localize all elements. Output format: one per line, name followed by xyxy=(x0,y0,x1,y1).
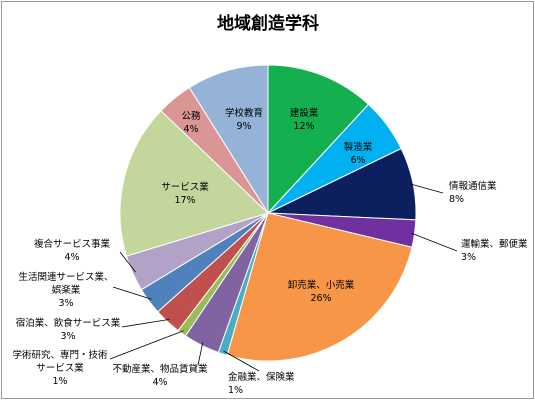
pie-slice xyxy=(119,110,269,257)
slice-label: 情報通信業 8% xyxy=(449,180,497,205)
pie-slice xyxy=(188,64,269,215)
leader-line xyxy=(121,319,170,328)
pie-slice xyxy=(267,64,370,215)
leader-line xyxy=(109,330,184,360)
slice-label: 学校教育 9% xyxy=(225,107,263,132)
slice-label: 製造業 6% xyxy=(344,141,373,166)
leader-line xyxy=(197,342,204,366)
pie-slice xyxy=(226,212,413,362)
slice-label: 宿泊業、飲食サービス業 3% xyxy=(16,317,121,342)
slice-label: サービス業 17% xyxy=(161,181,209,206)
leader-line xyxy=(119,251,136,273)
slice-label: 生活関連サービス業、娯楽業 3% xyxy=(18,271,113,309)
slice-label: 不動産業、物品賃貸業 4% xyxy=(112,363,208,388)
slice-label: 公務 4% xyxy=(181,110,201,135)
slice-label: 金融業、保険業 1% xyxy=(228,371,295,396)
slice-label: 卸売業、小売業 26% xyxy=(288,279,355,304)
slice-label: 学術研究、専門・技術サービス業 1% xyxy=(12,349,108,387)
slice-label: 複合サービス事業 4% xyxy=(34,238,111,263)
leader-line xyxy=(409,183,444,194)
leader-line xyxy=(112,286,152,300)
slice-label: 建設業 12% xyxy=(290,107,319,132)
chart-title: 地域創造学科 xyxy=(217,13,319,34)
leader-line xyxy=(411,232,458,252)
slice-label: 運輸業、郵便業 3% xyxy=(461,238,528,263)
leader-line xyxy=(223,350,260,372)
